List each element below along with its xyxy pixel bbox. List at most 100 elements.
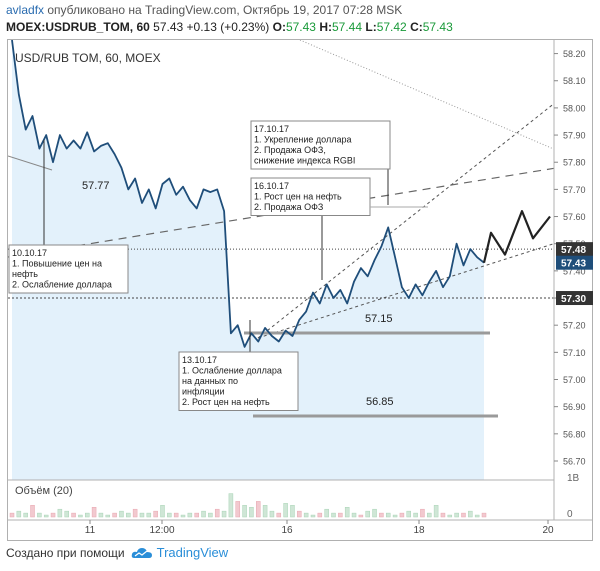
- volume-bar: [146, 512, 152, 518]
- volume-bar: [9, 512, 15, 518]
- price-area: [12, 40, 484, 480]
- volume-bar: [98, 512, 104, 518]
- volume-bar: [344, 507, 350, 518]
- volume-bar: [23, 512, 28, 518]
- volume-bar: [262, 505, 268, 518]
- volume-bar: [385, 512, 391, 518]
- callout-line: 2. Рост цен на нефть: [182, 397, 270, 407]
- author-link[interactable]: avladfx: [6, 3, 45, 17]
- volume-bar: [461, 512, 466, 518]
- volume-label: Объём (20): [15, 485, 73, 497]
- price-label-box: [556, 255, 593, 270]
- volume-bar: [132, 508, 138, 518]
- y-tick-label: 57.00: [563, 375, 586, 385]
- tradingview-brand: TradingView: [156, 545, 229, 560]
- symbol-info: MOEX:USDRUB_TOM, 60 57.43 +0.13 (+0.23%)…: [6, 20, 453, 34]
- volume-bar: [126, 512, 131, 518]
- volume-bar: [43, 514, 49, 518]
- volume-bar: [167, 512, 172, 518]
- callout-box: [250, 120, 391, 170]
- volume-bar: [331, 512, 336, 518]
- volume-bar: [406, 510, 412, 518]
- volume-bar: [173, 512, 179, 518]
- short-trend-segment: [8, 155, 53, 171]
- low-label: L:: [365, 20, 377, 34]
- volume-bar: [310, 514, 316, 518]
- volume-bar: [187, 512, 193, 518]
- volume-bar: [297, 510, 302, 518]
- x-tick-label: 18: [413, 525, 425, 536]
- volume-bar: [105, 514, 111, 518]
- open-value: 57.43: [285, 20, 316, 34]
- volume-bar: [454, 512, 459, 518]
- callout-line: 13.10.17: [182, 355, 217, 365]
- chart-title: USD/RUB TOM, 60, MOEX: [15, 51, 161, 65]
- volume-bar: [180, 514, 186, 518]
- callout-box: [178, 351, 299, 411]
- callout-line: 1. Ослабление доллара: [182, 366, 282, 376]
- footer: Создано при помощи TradingView: [6, 545, 228, 560]
- price-label-tag: 57.43: [556, 255, 593, 270]
- level-label: 57.77: [82, 180, 110, 192]
- volume-bar: [358, 514, 364, 518]
- callout-line: на данных по: [182, 376, 238, 386]
- publish-text: опубликовано на TradingView.com, Октябрь…: [47, 3, 403, 17]
- close-value: 57.43: [422, 20, 453, 34]
- x-tick-label: 12:00: [149, 525, 174, 536]
- volume-bar: [392, 514, 398, 518]
- price-label-text: 57.43: [561, 259, 586, 270]
- y-tick-label: 57.20: [563, 321, 586, 331]
- y-tick-label: 57.60: [563, 212, 586, 222]
- price-series-line: [11, 40, 485, 348]
- volume-bar: [84, 512, 90, 518]
- volume-bar: [201, 510, 206, 518]
- volume-bar: [112, 512, 117, 518]
- volume-bar: [78, 514, 83, 518]
- volume-bar: [317, 512, 323, 518]
- volume-bar: [420, 508, 425, 518]
- x-tick-label: 16: [281, 525, 293, 536]
- volume-bar: [365, 510, 370, 518]
- volume-bar: [290, 505, 295, 518]
- callout-line: 1. Рост цен на нефть: [254, 192, 342, 202]
- volume-bar: [228, 493, 234, 518]
- price-label-tag: 57.48: [556, 242, 593, 257]
- price-label-box: [556, 291, 593, 306]
- low-value: 57.42: [376, 20, 407, 34]
- volume-bar: [139, 512, 145, 518]
- callout-line: 16.10.17: [254, 181, 289, 191]
- y-tick-label: 56.70: [563, 456, 586, 466]
- callout-line: 2. Продажа ОФЗ,: [254, 145, 326, 155]
- tradingview-link[interactable]: TradingView: [131, 545, 229, 560]
- callout-line: 1. Повышение цен на: [12, 259, 102, 269]
- volume-bar: [276, 512, 282, 518]
- y-tick-label: 58.00: [563, 103, 586, 113]
- volume-bar: [256, 501, 261, 518]
- volume-bar: [324, 508, 329, 518]
- channel-lower-line: [257, 243, 554, 339]
- volume-bar: [214, 508, 220, 518]
- y-tick-label: 56.80: [563, 429, 586, 439]
- y-tick-label: 57.10: [563, 348, 586, 358]
- volume-bar: [372, 508, 377, 518]
- volume-bar: [160, 505, 165, 518]
- volume-bar: [91, 507, 97, 518]
- x-tick-label: 11: [85, 525, 96, 536]
- volume-bar: [153, 510, 158, 518]
- volume-bar: [468, 510, 473, 518]
- volume-bar: [235, 501, 240, 518]
- price-label-text: 57.48: [561, 245, 586, 256]
- y-tick-label: 58.20: [563, 49, 586, 59]
- callout-line: нефть: [12, 269, 38, 279]
- y-tick-label: 56.90: [563, 402, 586, 412]
- high-label: H:: [319, 20, 332, 34]
- volume-bar: [283, 503, 288, 518]
- created-with-text: Создано при помощи: [6, 545, 125, 560]
- callout-line: инфляции: [182, 387, 225, 397]
- volume-bar: [379, 512, 384, 518]
- level-label: 57.15: [365, 313, 393, 325]
